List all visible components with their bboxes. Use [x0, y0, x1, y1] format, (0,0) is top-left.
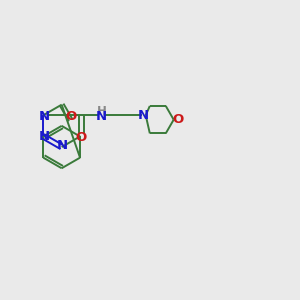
Text: H: H — [97, 105, 107, 118]
Text: N: N — [96, 110, 107, 123]
Text: O: O — [65, 110, 76, 123]
Text: N: N — [138, 109, 149, 122]
Text: N: N — [39, 110, 50, 123]
Text: N: N — [57, 139, 68, 152]
Text: O: O — [76, 130, 87, 144]
Text: N: N — [39, 130, 50, 143]
Text: O: O — [172, 113, 183, 126]
